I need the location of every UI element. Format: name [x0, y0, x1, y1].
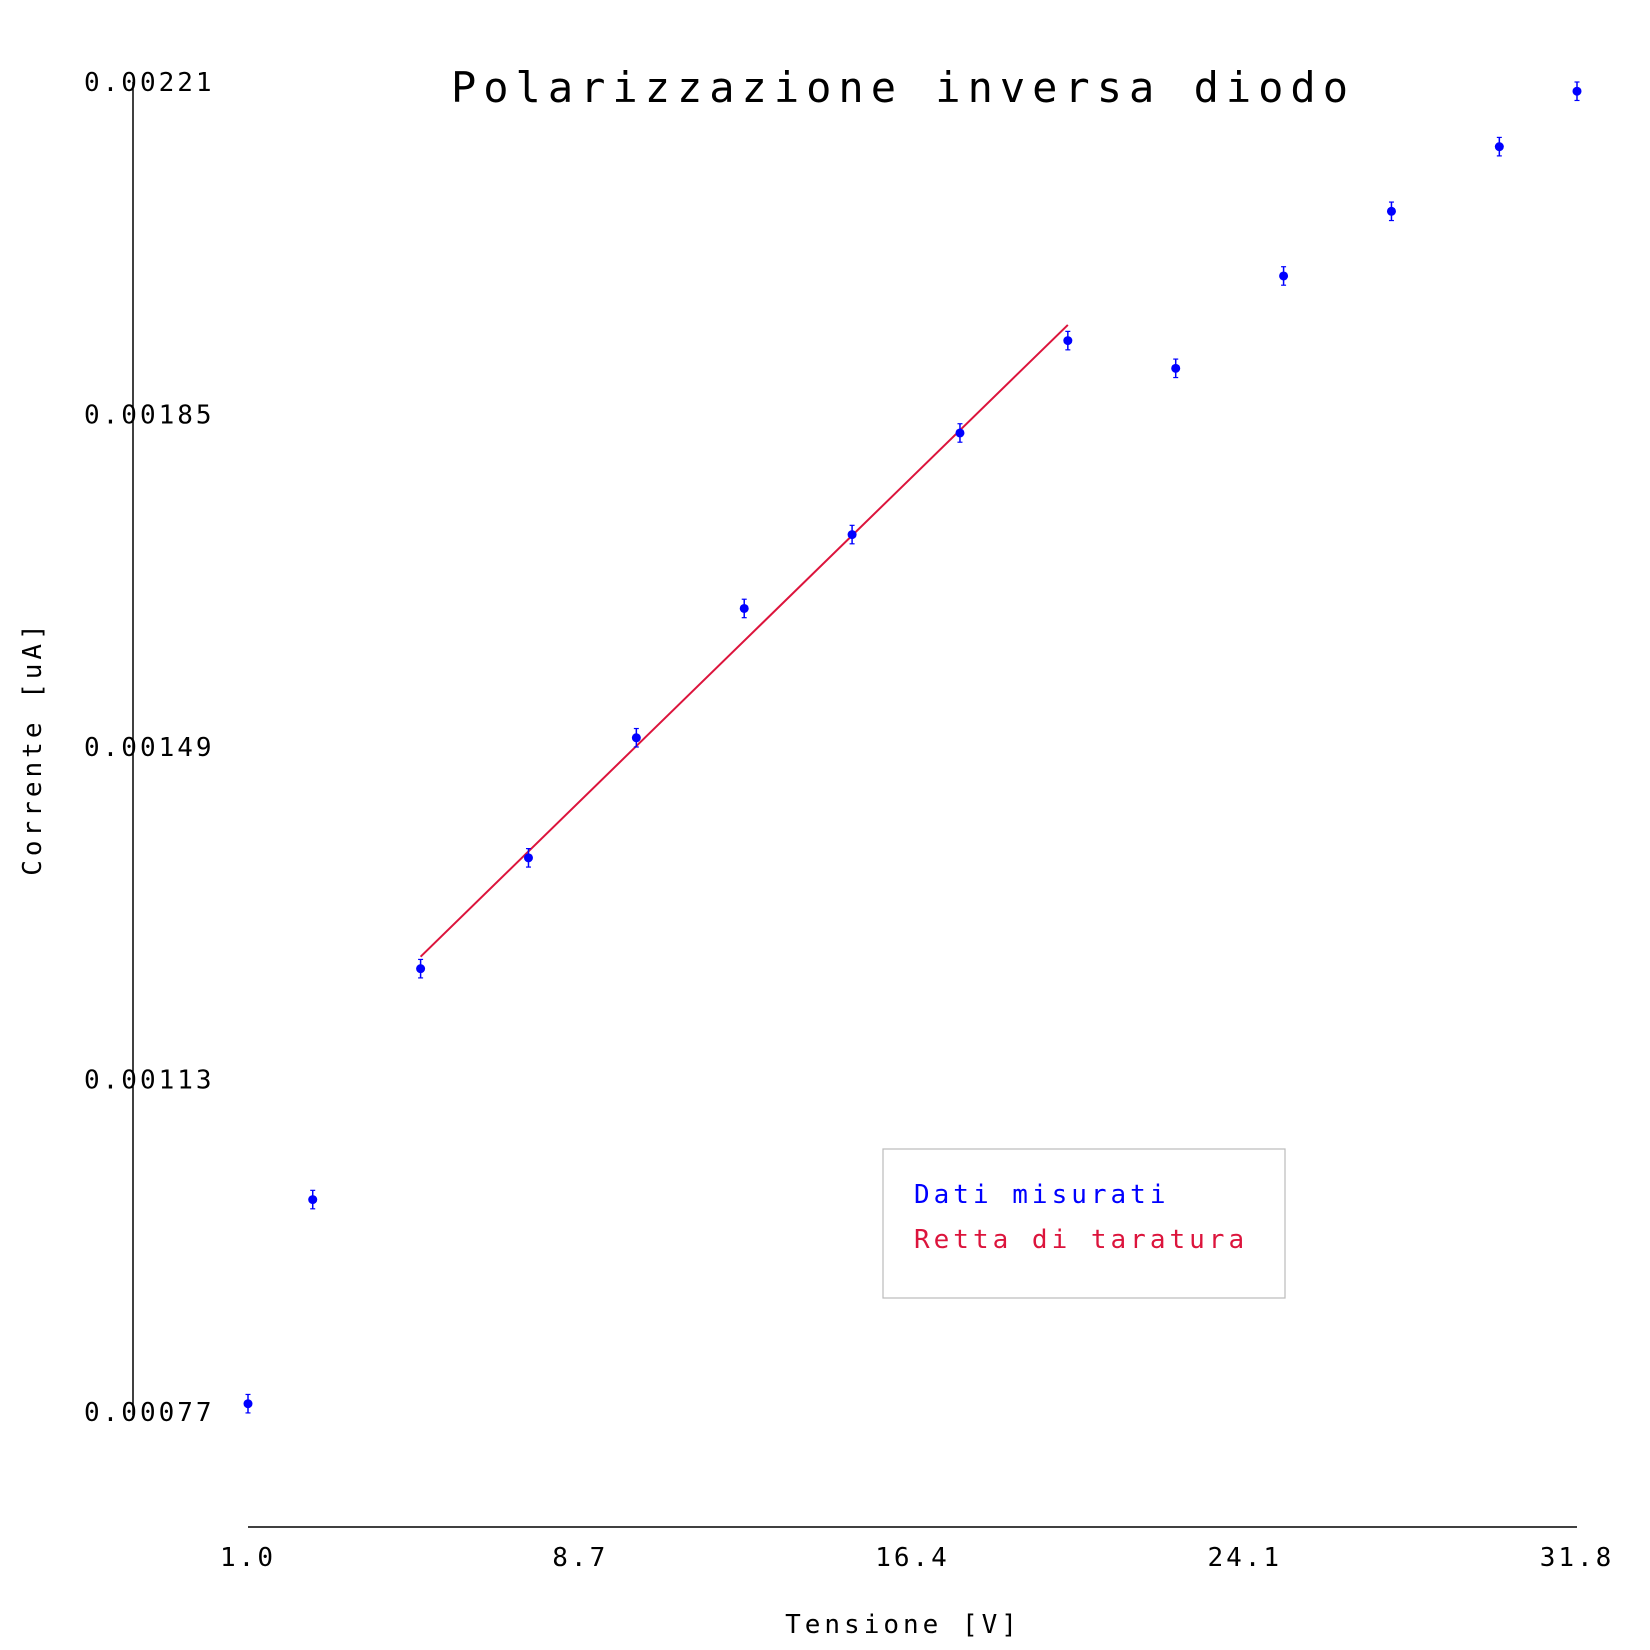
y-tick-label: 0.00113	[84, 1066, 215, 1096]
legend-box	[882, 1148, 1286, 1299]
data-point	[955, 423, 965, 443]
x-tick-label: 8.7	[552, 1543, 608, 1573]
data-point-marker	[739, 603, 749, 613]
data-point	[1572, 81, 1582, 102]
data-point	[1386, 201, 1396, 222]
x-tick-labels: 1.0 8.7 16.4 24.1 31.8	[220, 1543, 1615, 1573]
data-point-marker	[1171, 363, 1181, 373]
data-point-marker	[1386, 206, 1396, 216]
legend-entry-dati-misurati: Dati misurati	[914, 1180, 1170, 1210]
y-axis-label: Corrente [uA]	[18, 620, 48, 876]
data-point-marker	[1063, 336, 1073, 346]
data-point-marker	[1494, 142, 1504, 152]
data-point-marker	[1279, 271, 1289, 281]
legend-entry-retta-di-taratura: Retta di taratura	[914, 1225, 1248, 1255]
data-point-marker	[847, 530, 857, 540]
data-point	[1494, 136, 1504, 157]
data-point	[739, 598, 749, 619]
data-point	[416, 958, 426, 979]
y-tick-label: 0.00077	[84, 1398, 215, 1428]
data-point-marker	[955, 428, 965, 438]
legend: Dati misurati Retta di taratura	[882, 1148, 1286, 1299]
x-axis-label: Tensione [V]	[785, 1610, 1021, 1640]
data-point-marker	[416, 964, 426, 974]
data-points-group	[243, 81, 1582, 1414]
data-point	[1063, 330, 1073, 351]
data-point-marker	[523, 853, 533, 863]
data-point	[308, 1189, 318, 1210]
chart-title: Polarizzazione inversa diodo	[451, 63, 1355, 112]
x-tick-label: 31.8	[1540, 1543, 1615, 1573]
data-point-marker	[243, 1399, 253, 1409]
data-point-marker	[308, 1195, 318, 1205]
x-tick-label: 24.1	[1207, 1543, 1282, 1573]
fit-line	[419, 324, 1069, 958]
data-point	[847, 524, 857, 545]
x-tick-label: 16.4	[875, 1543, 950, 1573]
data-point	[1171, 358, 1181, 379]
data-point	[523, 847, 533, 868]
y-tick-label: 0.00149	[84, 733, 215, 763]
data-point	[1279, 266, 1289, 286]
fit-line-group	[419, 324, 1069, 958]
y-tick-label: 0.00185	[84, 401, 215, 431]
data-point	[631, 727, 641, 748]
x-tick-label: 1.0	[220, 1543, 276, 1573]
data-point-marker	[1572, 86, 1582, 96]
y-tick-label: 0.00221	[84, 68, 215, 98]
data-point	[243, 1393, 253, 1414]
y-tick-labels: 0.00077 0.00113 0.00149 0.00185 0.00221	[84, 68, 215, 1428]
data-point-marker	[631, 733, 641, 743]
